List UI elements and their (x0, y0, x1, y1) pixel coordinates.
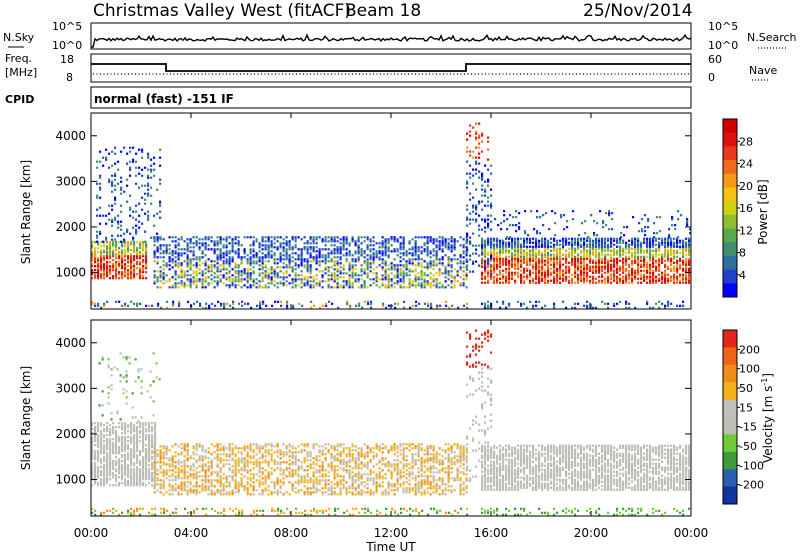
colorbar-tick: 20 (739, 180, 753, 193)
colorbar-swatch (723, 330, 737, 348)
noise-panel: N.Sky 10^5 10^0 10^5 10^0 N.Search (3, 20, 797, 52)
colorbar-tick: 15 (739, 401, 753, 414)
power-panel: 1000 2000 3000 4000 Slant Range [km] 28 24 20… (19, 112, 770, 310)
velocity-colorbar-label: Velocity [m s-1] (760, 373, 775, 463)
power-ylabel: Slant Range [km] (19, 160, 33, 264)
colorbar-swatch (723, 382, 737, 401)
velocity-heatmap (91, 329, 691, 516)
colorbar-swatch (723, 173, 737, 188)
colorbar-swatch (723, 160, 737, 175)
colorbar-swatch (723, 434, 737, 453)
noise-left-tick-top: 10^5 (52, 20, 82, 33)
freq-left-tick-top: 18 (60, 53, 74, 66)
freq-left-tick-bottom: 8 (66, 71, 73, 84)
colorbar-swatch (723, 269, 737, 284)
colorbar-tick: -100 (739, 459, 764, 472)
x-axis-label: Time UT (365, 540, 416, 554)
freq-line (91, 63, 691, 72)
x-axis: 00:00 04:00 08:00 12:00 16:00 20:00 00:00 (74, 113, 709, 540)
noise-right-tick-top: 10^5 (708, 20, 738, 33)
colorbar-swatch (723, 469, 737, 488)
x-tick-label: 00:00 (74, 526, 109, 540)
beam-title: Beam 18 (345, 1, 421, 21)
colorbar-swatch (723, 242, 737, 257)
y-tick-label: 4000 (55, 129, 86, 143)
x-tick-label: 00:00 (674, 526, 709, 540)
colorbar-swatch (723, 399, 737, 418)
colorbar-swatch (723, 146, 737, 161)
colorbar-swatch (723, 228, 737, 243)
colorbar-swatch (723, 214, 737, 230)
cpid-panel: CPID normal (fast) -151 IF (5, 86, 692, 109)
noise-sky-label: N.Sky (3, 31, 35, 44)
colorbar-tick: 12 (739, 224, 753, 237)
colorbar-tick: 4 (739, 269, 746, 282)
x-tick-label: 20:00 (574, 526, 609, 540)
colorbar-swatch (723, 119, 737, 134)
noise-search-label: N.Search (747, 31, 797, 44)
velocity-colorbar: 200 100 50 15 -15 -50 -100 -200 (722, 329, 764, 505)
power-colorbar-label: Power [dB] (756, 179, 770, 244)
y-tick-label: 1000 (55, 473, 86, 487)
cpid-label: CPID (5, 93, 34, 106)
x-tick-label: 16:00 (474, 526, 509, 540)
station-title: Christmas Valley West (fitACF) (93, 1, 351, 21)
y-tick-label: 2000 (55, 220, 86, 234)
y-tick-label: 2000 (55, 427, 86, 441)
date-title: 25/Nov/2014 (583, 1, 693, 21)
velocity-ylabel: Slant Range [km] (19, 366, 33, 470)
colorbar-tick: 28 (739, 135, 753, 148)
power-colorbar: 28 24 20 16 12 8 4 (722, 118, 753, 298)
power-heatmap (91, 122, 691, 309)
y-tick-label: 3000 (55, 174, 86, 188)
colorbar-tick: 200 (739, 343, 760, 356)
freq-label-1: Freq. (5, 52, 32, 65)
colorbar-tick: 16 (739, 202, 753, 215)
colorbar-tick: 8 (739, 247, 746, 260)
colorbar-swatch (723, 187, 737, 202)
nave-label: Nave (749, 64, 777, 77)
colorbar-tick: -50 (739, 440, 757, 453)
noise-right-tick-bottom: 10^0 (708, 39, 738, 52)
colorbar-swatch (723, 132, 737, 147)
colorbar-swatch (723, 451, 737, 470)
colorbar-tick: 24 (739, 158, 753, 171)
x-tick-label: 12:00 (374, 526, 409, 540)
x-tick-label: 08:00 (274, 526, 309, 540)
freq-panel: Freq. [MHz] 18 8 60 0 Nave (5, 52, 777, 84)
freq-right-tick-bottom: 0 (708, 71, 715, 84)
colorbar-swatch (723, 417, 737, 435)
y-tick-label: 4000 (55, 336, 86, 350)
colorbar-tick: 100 (739, 363, 760, 376)
y-tick-label: 1000 (55, 266, 86, 280)
noise-sky-line (91, 33, 692, 48)
x-tick-label: 04:00 (174, 526, 209, 540)
freq-right-tick-top: 60 (708, 53, 722, 66)
colorbar-tick: 50 (739, 382, 753, 395)
colorbar-swatch (723, 255, 737, 271)
velocity-panel: 1000 2000 3000 4000 Slant Range [km] 200 100… (19, 319, 775, 517)
colorbar-swatch (723, 201, 737, 216)
colorbar-tick: -200 (739, 479, 764, 492)
colorbar-swatch (723, 347, 737, 366)
freq-label-2: [MHz] (5, 66, 37, 79)
cpid-value: normal (fast) -151 IF (94, 92, 234, 106)
colorbar-swatch (723, 283, 737, 298)
y-tick-label: 3000 (55, 381, 86, 395)
colorbar-tick: -15 (739, 421, 757, 434)
noise-left-tick-bottom: 10^0 (52, 39, 82, 52)
colorbar-swatch (723, 364, 737, 383)
colorbar-swatch (723, 486, 737, 505)
